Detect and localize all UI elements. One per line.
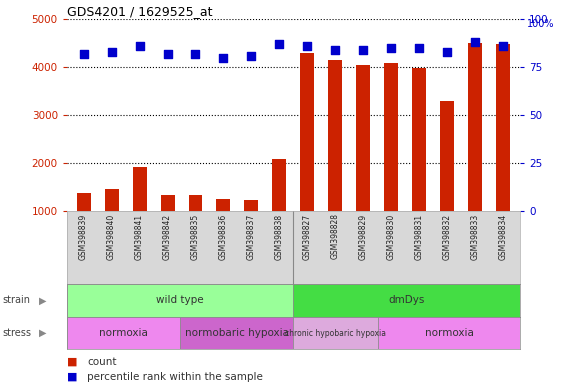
Text: strain: strain — [3, 295, 31, 306]
Bar — [245, 200, 259, 259]
Text: GSM398832: GSM398832 — [443, 214, 452, 260]
Text: wild type: wild type — [156, 295, 204, 306]
Text: GSM398831: GSM398831 — [415, 214, 424, 260]
Text: GSM398842: GSM398842 — [163, 214, 172, 260]
Text: GSM398830: GSM398830 — [387, 214, 396, 260]
Point — [498, 43, 508, 49]
Point — [275, 41, 284, 47]
Text: GSM398840: GSM398840 — [107, 214, 116, 260]
Bar — [67, 317, 180, 349]
Text: chronic hypobaric hypoxia: chronic hypobaric hypoxia — [285, 329, 386, 338]
Text: GSM398833: GSM398833 — [471, 214, 480, 260]
Point — [219, 55, 228, 61]
Bar — [188, 195, 203, 259]
Bar — [105, 189, 119, 259]
Bar — [413, 68, 426, 259]
Text: 100%: 100% — [527, 19, 554, 29]
Point — [387, 45, 396, 51]
Text: ▶: ▶ — [39, 328, 46, 338]
Bar — [77, 193, 91, 259]
Text: dmDys: dmDys — [389, 295, 425, 306]
Text: normoxia: normoxia — [99, 328, 148, 338]
Point — [191, 51, 200, 57]
Text: stress: stress — [3, 328, 32, 338]
Text: GSM398834: GSM398834 — [498, 214, 508, 260]
Point — [107, 49, 116, 55]
Bar — [272, 159, 286, 259]
Text: GSM398828: GSM398828 — [331, 214, 340, 259]
Text: GSM398837: GSM398837 — [247, 214, 256, 260]
Text: normoxia: normoxia — [425, 328, 474, 338]
Text: percentile rank within the sample: percentile rank within the sample — [87, 372, 263, 382]
Bar — [328, 60, 342, 259]
Point — [79, 51, 88, 57]
Point — [415, 45, 424, 51]
Bar — [468, 43, 482, 259]
Bar — [356, 65, 370, 259]
Text: GSM398839: GSM398839 — [79, 214, 88, 260]
Bar — [293, 284, 520, 317]
Text: GDS4201 / 1629525_at: GDS4201 / 1629525_at — [67, 5, 212, 18]
Point — [247, 53, 256, 59]
Bar — [378, 317, 520, 349]
Text: GSM398835: GSM398835 — [191, 214, 200, 260]
Bar — [293, 317, 378, 349]
Point — [358, 47, 368, 53]
Bar — [384, 63, 399, 259]
Text: GSM398836: GSM398836 — [219, 214, 228, 260]
Bar — [160, 195, 174, 259]
Text: normobaric hypoxia: normobaric hypoxia — [185, 328, 289, 338]
Bar — [300, 53, 314, 259]
Bar — [132, 167, 146, 259]
Point — [303, 43, 312, 49]
Point — [471, 39, 480, 45]
Point — [331, 47, 340, 53]
Text: ■: ■ — [67, 372, 77, 382]
Point — [443, 49, 452, 55]
Text: ■: ■ — [67, 356, 77, 367]
Bar — [180, 317, 293, 349]
Text: GSM398838: GSM398838 — [275, 214, 284, 260]
Point — [135, 43, 144, 49]
Bar — [496, 44, 510, 259]
Text: GSM398827: GSM398827 — [303, 214, 312, 260]
Bar — [440, 101, 454, 259]
Point — [163, 51, 172, 57]
Text: count: count — [87, 356, 117, 367]
Text: GSM398829: GSM398829 — [359, 214, 368, 260]
Text: ▶: ▶ — [39, 295, 46, 306]
Bar — [67, 284, 293, 317]
Bar — [217, 199, 231, 259]
Text: GSM398841: GSM398841 — [135, 214, 144, 260]
